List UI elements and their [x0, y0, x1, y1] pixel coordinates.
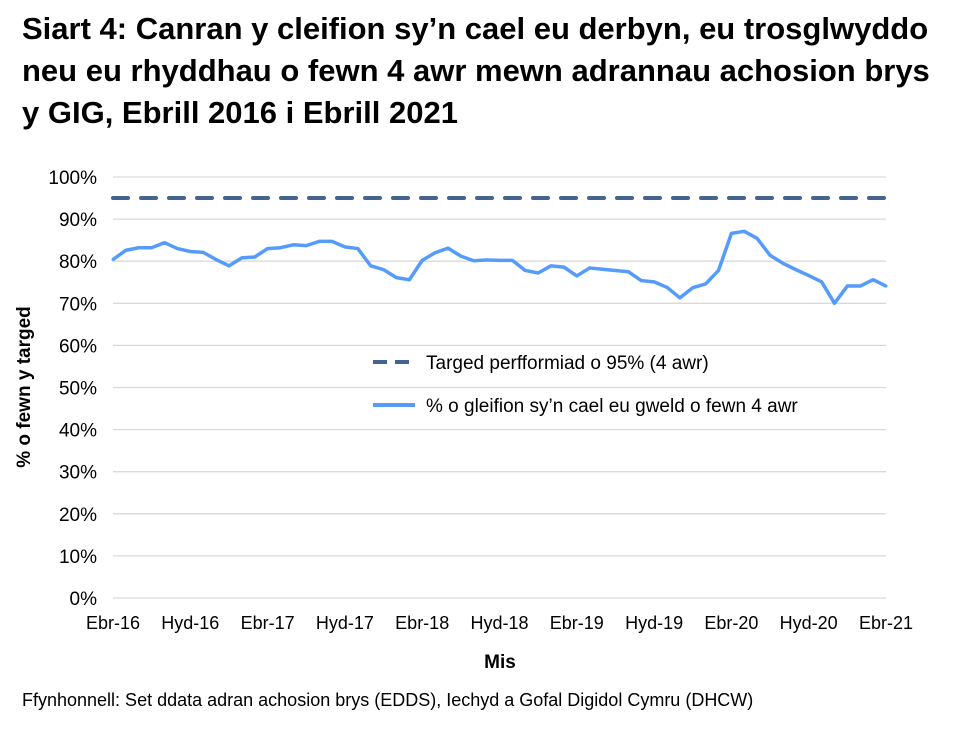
data-point — [626, 270, 630, 274]
data-point — [137, 246, 141, 250]
data-point — [317, 239, 321, 243]
data-point — [678, 296, 682, 300]
y-tick-label: 30% — [59, 463, 97, 484]
data-point — [549, 264, 553, 268]
data-point — [652, 280, 656, 284]
data-point — [704, 282, 708, 286]
data-point — [175, 247, 179, 251]
data-point — [884, 284, 888, 288]
data-point — [330, 239, 334, 243]
data-point — [472, 259, 476, 263]
y-tick-label: 90% — [59, 210, 97, 231]
y-tick-label: 100% — [48, 168, 97, 189]
x-tick-label: Ebr-19 — [550, 613, 604, 633]
y-tick-label: 60% — [59, 336, 97, 357]
data-point — [729, 231, 733, 235]
source-note: Ffynhonnell: Set ddata adran achosion br… — [22, 690, 754, 710]
legend-target-label: Targed perfformiad o 95% (4 awr) — [426, 353, 709, 374]
x-tick-label: Ebr-16 — [86, 613, 140, 633]
data-point — [858, 284, 862, 288]
data-point — [742, 229, 746, 233]
data-point — [163, 241, 167, 245]
data-point — [407, 278, 411, 282]
data-point — [227, 264, 231, 268]
x-tick-label: Hyd-18 — [470, 613, 528, 633]
data-point — [601, 267, 605, 271]
y-tick-label: 20% — [59, 505, 97, 526]
data-point — [394, 276, 398, 280]
data-point — [523, 268, 527, 272]
chart-title: Siart 4: Canran y cleifion sy’n cael eu … — [22, 11, 930, 130]
x-tick-label: Ebr-18 — [395, 613, 449, 633]
data-point — [446, 246, 450, 250]
y-tick-label: 80% — [59, 252, 97, 273]
data-point — [485, 258, 489, 262]
data-point — [665, 285, 669, 289]
data-point — [459, 254, 463, 258]
data-point — [498, 258, 501, 262]
data-point — [291, 243, 295, 247]
data-point — [820, 280, 824, 284]
x-tick-label: Hyd-19 — [625, 613, 683, 633]
data-point — [832, 301, 836, 305]
y-tick-label: 10% — [59, 547, 97, 568]
data-point — [755, 236, 759, 240]
data-point — [794, 268, 798, 272]
data-point — [433, 251, 437, 255]
data-point — [382, 268, 386, 272]
data-point — [510, 258, 514, 262]
data-point — [845, 284, 849, 288]
data-point — [343, 245, 347, 249]
x-tick-label: Ebr-20 — [704, 613, 758, 633]
data-point — [150, 246, 154, 250]
y-tick-label: 0% — [70, 589, 98, 610]
data-point — [111, 258, 115, 262]
data-point — [639, 279, 643, 283]
x-tick-label: Hyd-20 — [780, 613, 838, 633]
y-tick-label: 40% — [59, 421, 97, 442]
legend-performance-label: % o gleifion sy’n cael eu gweld o fewn 4… — [426, 396, 798, 417]
data-point — [188, 250, 192, 254]
data-point — [588, 266, 592, 270]
data-point — [807, 274, 811, 278]
data-point — [717, 268, 721, 272]
data-point — [768, 253, 772, 257]
data-point — [420, 258, 424, 262]
data-point — [356, 247, 360, 251]
data-point — [613, 268, 617, 272]
data-point — [575, 274, 579, 278]
x-axis-title: Mis — [484, 652, 516, 673]
data-point — [871, 278, 875, 282]
y-tick-label: 50% — [59, 379, 97, 400]
data-point — [253, 255, 257, 259]
data-point — [304, 244, 308, 248]
x-tick-label: Ebr-21 — [859, 613, 913, 633]
y-axis-title: % o fewn y targed — [14, 306, 35, 468]
data-point — [691, 286, 695, 290]
x-tick-label: Ebr-17 — [241, 613, 295, 633]
x-tick-label: Hyd-17 — [316, 613, 374, 633]
data-point — [214, 258, 218, 262]
data-point — [201, 250, 205, 254]
data-point — [124, 248, 128, 252]
data-point — [266, 247, 270, 251]
data-point — [562, 265, 566, 269]
x-tick-label: Hyd-16 — [161, 613, 219, 633]
data-point — [240, 256, 244, 260]
data-point — [278, 246, 282, 250]
y-tick-label: 70% — [59, 294, 97, 315]
data-point — [536, 271, 540, 275]
data-point — [781, 261, 785, 265]
data-point — [369, 264, 373, 268]
